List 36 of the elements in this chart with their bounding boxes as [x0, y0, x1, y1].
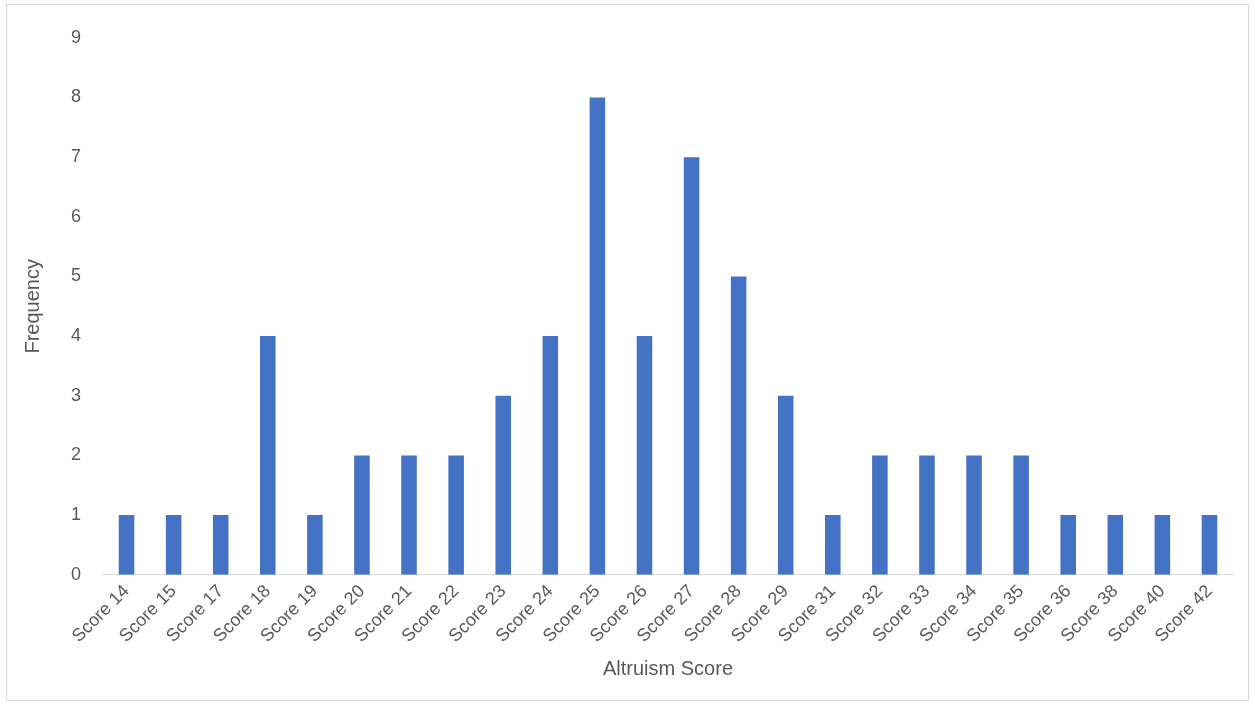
bar [730, 276, 747, 575]
y-tick-label: 5 [71, 265, 82, 286]
bar [212, 515, 229, 575]
bar [1107, 515, 1124, 575]
bar [825, 515, 841, 575]
bar [683, 157, 700, 575]
y-axis-title: Frequency [20, 259, 43, 354]
bar [1060, 515, 1076, 575]
bar [401, 455, 417, 575]
bar [919, 455, 935, 575]
bar [966, 455, 982, 575]
bar [1154, 515, 1171, 575]
bar [118, 515, 135, 575]
y-tick-label: 7 [71, 146, 82, 167]
bar [165, 515, 182, 575]
y-tick-label: 1 [71, 504, 82, 525]
bar [542, 336, 559, 575]
y-tick-label: 3 [71, 384, 82, 405]
x-axis-title: Altruism Score [602, 656, 734, 679]
bar [448, 455, 464, 575]
bar [354, 455, 370, 575]
y-tick-label: 2 [71, 444, 82, 465]
y-tick-label: 8 [71, 86, 82, 107]
y-tick-label: 9 [71, 26, 82, 47]
bar [1201, 515, 1218, 575]
y-tick-label: 6 [71, 205, 82, 226]
bar [872, 455, 888, 575]
y-tick-label: 4 [71, 325, 82, 346]
bar [307, 515, 323, 575]
y-tick-label: 0 [71, 563, 82, 584]
bar [589, 97, 606, 575]
bar [495, 395, 511, 575]
bar [1013, 455, 1029, 575]
bar [777, 395, 794, 575]
bar [636, 336, 653, 575]
bar [260, 336, 276, 575]
